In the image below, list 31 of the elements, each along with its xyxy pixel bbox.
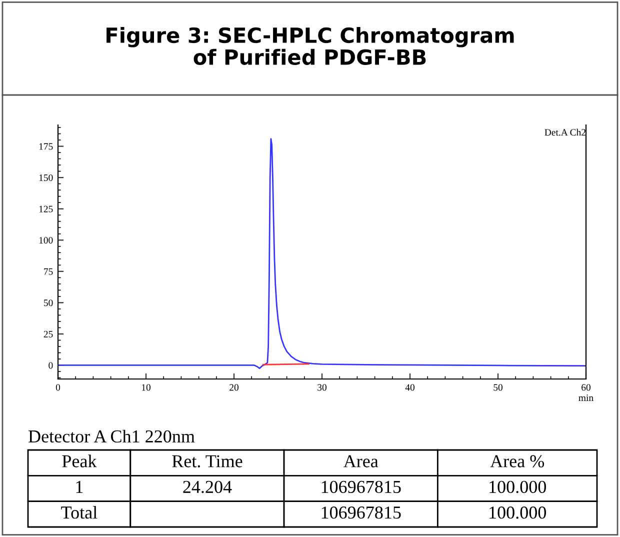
text: 106967815	[322, 506, 401, 519]
text: 24.204	[183, 480, 232, 494]
text: Peak	[62, 454, 97, 468]
text: 100.000	[490, 506, 546, 519]
y-tick-label: 175	[39, 143, 53, 150]
y-tick-label: 25	[44, 330, 53, 338]
text: 1	[76, 480, 83, 493]
x-tick-label: 0	[56, 384, 60, 391]
x-tick-label: 30	[318, 384, 326, 391]
x-tick-label: 50	[494, 384, 502, 391]
text: 106967815	[322, 480, 401, 494]
y-tick-label: 125	[39, 206, 53, 212]
y-tick-label: 100	[39, 237, 53, 244]
text: Area %	[490, 455, 544, 468]
y-tick-label: 150	[39, 174, 53, 182]
x-tick-label: 60	[582, 384, 590, 391]
x-axis-title: min	[578, 394, 594, 401]
text: Ret. Time	[172, 455, 242, 468]
x-tick-label: 20	[230, 384, 238, 391]
x-tick-label: 40	[405, 384, 414, 391]
text: Detector A Ch1 220nm	[28, 430, 195, 443]
annotation: Det.A Ch2	[544, 128, 586, 136]
x-tick-label: 10	[142, 384, 150, 391]
line-series	[58, 138, 586, 370]
y-tick-label: 75	[44, 268, 53, 275]
text: Total	[61, 506, 98, 519]
y-tick-label: 50	[44, 300, 53, 306]
chart-title: Figure 3: SEC-HPLC Chromatogram of Purified PDGF-BB	[106, 26, 514, 65]
text: Area	[344, 455, 378, 468]
y-tick-label: 0	[48, 362, 53, 369]
text: 100.000	[490, 480, 546, 494]
